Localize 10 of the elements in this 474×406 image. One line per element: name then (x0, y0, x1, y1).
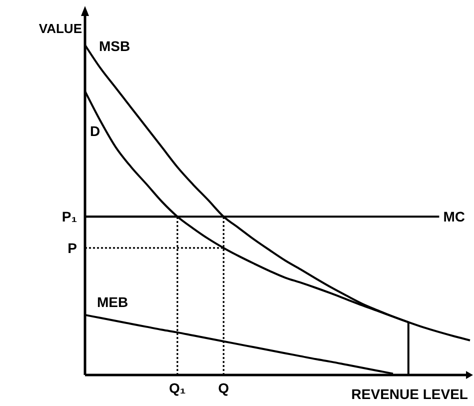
x-tick-label: Q₁ (169, 380, 186, 396)
x-axis-title: REVENUE LEVEL (351, 386, 468, 402)
series-label: D (90, 123, 100, 140)
x-tick-label: Q (218, 380, 230, 396)
series-label: MSB (99, 38, 130, 54)
series-label: MEB (97, 294, 128, 310)
ref-line-label: P (68, 240, 77, 256)
y-axis-title: VALUE (38, 21, 82, 36)
series-label: MC (443, 208, 465, 225)
ref-line-label: P₁ (62, 208, 78, 225)
